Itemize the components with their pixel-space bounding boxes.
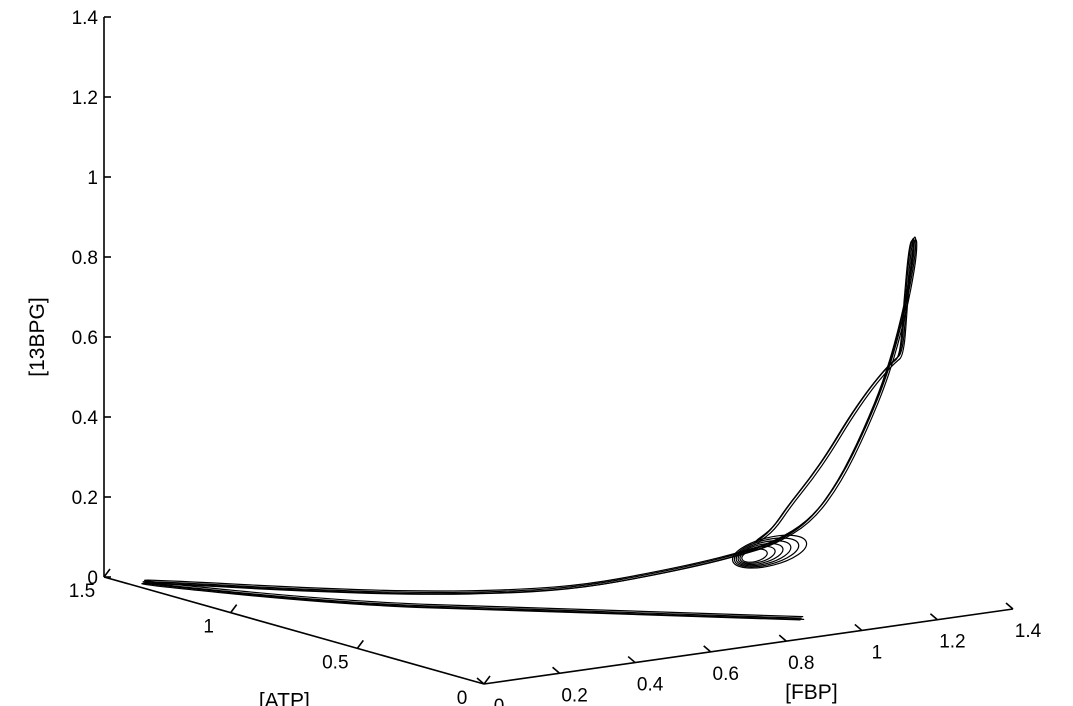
y-axis-title: [ATP]: [259, 690, 310, 706]
x-axis-tick: [703, 645, 712, 653]
x-axis-tick-label: 0.8: [788, 653, 814, 674]
x-axis-tick-label: 1: [872, 642, 883, 663]
y-axis-tick-label: 1.5: [69, 581, 95, 602]
x-axis-tick: [552, 666, 561, 674]
x-axis-tick-label: 0: [494, 696, 505, 706]
x-axis-tick: [778, 634, 787, 642]
x-axis-tick: [929, 613, 938, 621]
ticks-layer: 00.20.40.60.811.21.400.511.500.20.40.60.…: [69, 8, 1042, 706]
z-axis-title: [13BPG]: [26, 297, 49, 376]
trajectory-line: [142, 238, 915, 619]
x-axis-tick-label: 0.2: [561, 685, 587, 706]
trajectory-loop: [739, 545, 776, 564]
trajectory-loop: [735, 540, 792, 567]
axes-layer: [103, 17, 1014, 685]
trajectory-line: [145, 239, 918, 620]
x-axis-title: [FBP]: [785, 681, 838, 704]
trajectory-line: [144, 236, 917, 618]
x-axis-tick: [854, 623, 863, 632]
y-axis-tick: [230, 604, 238, 614]
z-axis-tick-label: 0: [87, 568, 98, 589]
trajectory-loop: [741, 548, 768, 563]
y-axis-tick: [103, 568, 111, 578]
z-axis-tick-label: 1.2: [72, 88, 98, 109]
x-axis-tick: [627, 655, 636, 664]
y-axis-tick: [483, 675, 491, 685]
z-axis-tick-label: 0.2: [72, 488, 98, 509]
trajectory-line: [141, 239, 914, 621]
y-axis-tick-label: 0: [457, 688, 468, 706]
trajectory-layer: [141, 236, 918, 621]
y-axis-line: [103, 576, 485, 685]
trajectory-loop: [733, 537, 800, 568]
y-axis-tick-label: 1: [203, 617, 214, 638]
z-axis-tick-label: 0.6: [72, 328, 98, 349]
z-axis-tick-label: 0.8: [72, 248, 98, 269]
z-axis-tick-label: 1.4: [72, 8, 99, 29]
x-axis-tick-label: 1.4: [1015, 621, 1042, 642]
y-axis-tick: [356, 639, 364, 649]
x-axis-tick-label: 1.2: [939, 632, 965, 653]
x-axis-tick-label: 0.4: [637, 675, 664, 696]
x-axis-tick: [1005, 602, 1014, 610]
z-axis-tick-label: 0.4: [72, 408, 99, 429]
x-axis-tick-label: 0.6: [713, 664, 739, 685]
trajectory-loop: [737, 542, 784, 566]
trajectory-loop: [731, 534, 808, 569]
z-axis-tick-label: 1: [87, 168, 98, 189]
y-axis-tick-label: 0.5: [322, 652, 348, 673]
x-axis-line: [483, 608, 1014, 685]
x-axis-tick: [476, 677, 485, 685]
